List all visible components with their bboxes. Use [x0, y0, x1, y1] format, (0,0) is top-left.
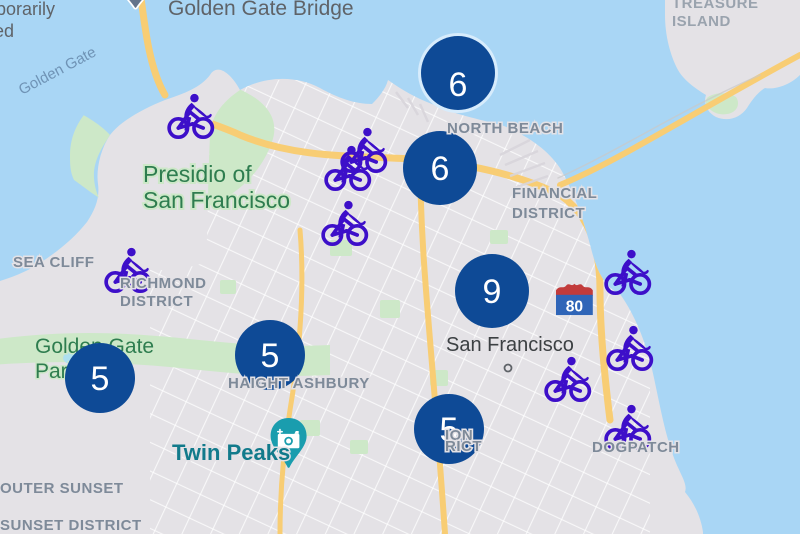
svg-text:San Francisco: San Francisco — [143, 187, 290, 213]
svg-text:closed: closed — [0, 21, 14, 41]
svg-text:TREASURE: TREASURE — [672, 0, 759, 12]
svg-text:SUNSET DISTRICT: SUNSET DISTRICT — [0, 517, 142, 534]
svg-text:Golden Gate Bridge: Golden Gate Bridge — [168, 0, 354, 20]
svg-text:DISTRICT: DISTRICT — [512, 205, 585, 222]
svg-text:6: 6 — [431, 150, 450, 188]
svg-text:5: 5 — [261, 337, 280, 375]
svg-text:Temporarily: Temporarily — [0, 0, 55, 19]
svg-text:DOGPATCH: DOGPATCH — [592, 439, 680, 456]
svg-text:ISLAND: ISLAND — [672, 13, 731, 30]
svg-text:HAIGHT ASHBURY: HAIGHT ASHBURY — [228, 375, 370, 392]
svg-text:DISTRICT: DISTRICT — [120, 293, 193, 310]
svg-text:OUTER SUNSET: OUTER SUNSET — [0, 480, 124, 497]
svg-text:SEA CLIFF: SEA CLIFF — [13, 254, 94, 271]
svg-text:RICT: RICT — [445, 438, 482, 455]
svg-text:San Francisco: San Francisco — [446, 334, 574, 356]
svg-text:6: 6 — [449, 66, 468, 104]
svg-text:NORTH BEACH: NORTH BEACH — [447, 120, 563, 137]
svg-text:Twin Peaks: Twin Peaks — [172, 440, 290, 465]
svg-text:Presidio of: Presidio of — [143, 161, 252, 187]
svg-text:9: 9 — [483, 273, 502, 311]
svg-text:FINANCIAL: FINANCIAL — [512, 185, 597, 202]
svg-text:RICHMOND: RICHMOND — [120, 275, 207, 292]
svg-text:5: 5 — [91, 360, 110, 398]
